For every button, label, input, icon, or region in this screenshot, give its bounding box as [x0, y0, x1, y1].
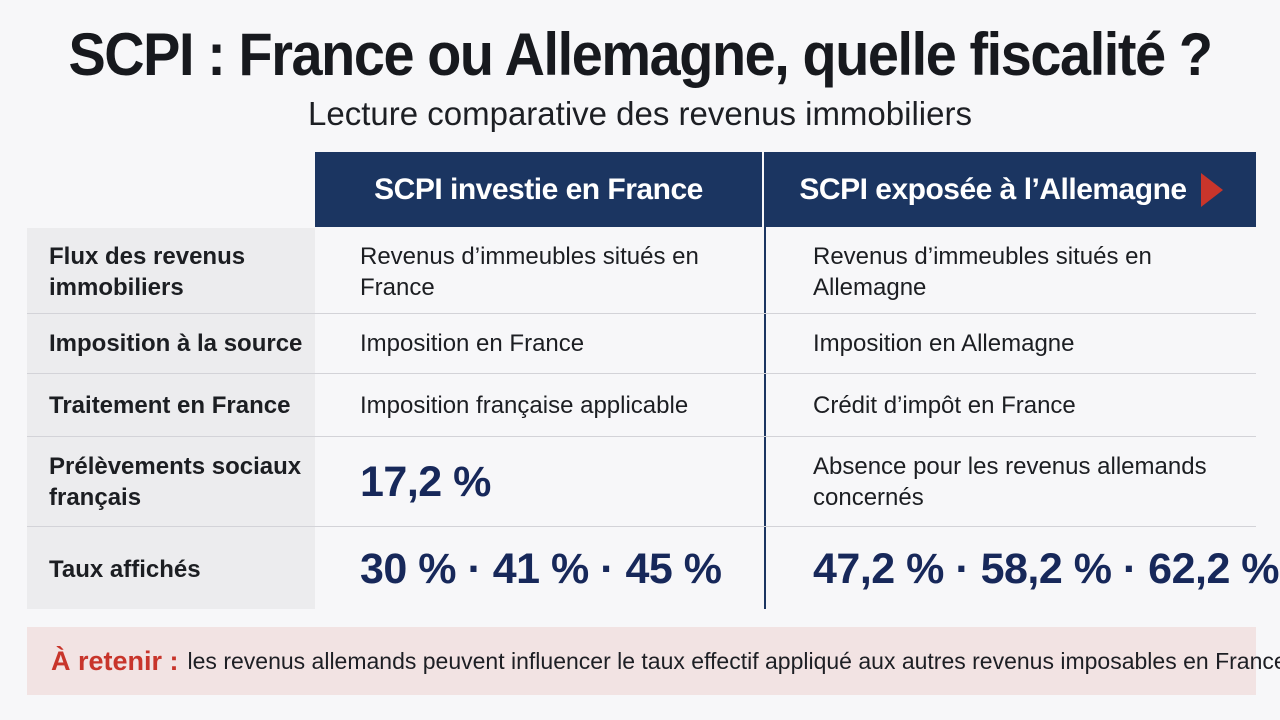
row-label-taux: Taux affichés [49, 555, 201, 583]
row-label-flux: Flux des revenus immobiliers [49, 243, 246, 301]
cell-germany-traitement: Crédit d’impôt en France [813, 391, 1076, 419]
column-header-germany-label: SCPI exposée à l’Allemagne [799, 172, 1187, 206]
row-label-source: Imposition à la source [49, 329, 303, 357]
cell-germany-prelevements: Absence pour les revenus allemands conce… [813, 453, 1207, 511]
row-divider [27, 313, 1256, 314]
cell-germany-source: Imposition en Allemagne [813, 329, 1075, 357]
cell-france-traitement: Imposition française applicable [360, 391, 689, 419]
column-header-france: SCPI investie en France [315, 152, 762, 227]
page-title: SCPI : France ou Allemagne, quelle fisca… [68, 21, 1212, 88]
comparison-table: SCPI investie en France SCPI exposée à l… [27, 152, 1280, 609]
column-header-germany: SCPI exposée à l’Allemagne [766, 152, 1256, 227]
cell-france-taux: 30 % · 41 % · 45 % [360, 544, 722, 593]
row-divider [27, 373, 1256, 374]
callout-text: les revenus allemands peuvent influencer… [187, 647, 1280, 674]
callout-label: À retenir : [51, 645, 179, 676]
row-label-traitement: Traitement en France [49, 391, 291, 419]
cell-germany-taux: 47,2 % · 58,2 % · 62,2 % [813, 544, 1280, 593]
cell-france-source: Imposition en France [360, 329, 585, 357]
cell-germany-flux: Revenus d’immeubles situés en Allemagne [813, 243, 1152, 301]
key-takeaway-callout: À retenir : les revenus allemands peuven… [27, 627, 1280, 695]
page-subtitle: Lecture comparative des revenus immobili… [308, 95, 972, 132]
column-divider [764, 152, 766, 609]
arrow-right-icon [1200, 172, 1223, 207]
row-divider [27, 436, 1256, 437]
row-divider [27, 526, 1256, 527]
column-header-france-label: SCPI investie en France [374, 172, 703, 206]
row-label-column [27, 228, 315, 609]
cell-france-prelevements: 17,2 % [360, 457, 491, 506]
cell-france-flux: Revenus d’immeubles situés en France [360, 243, 699, 301]
row-label-prelevements: Prélèvements sociaux français [49, 453, 302, 511]
